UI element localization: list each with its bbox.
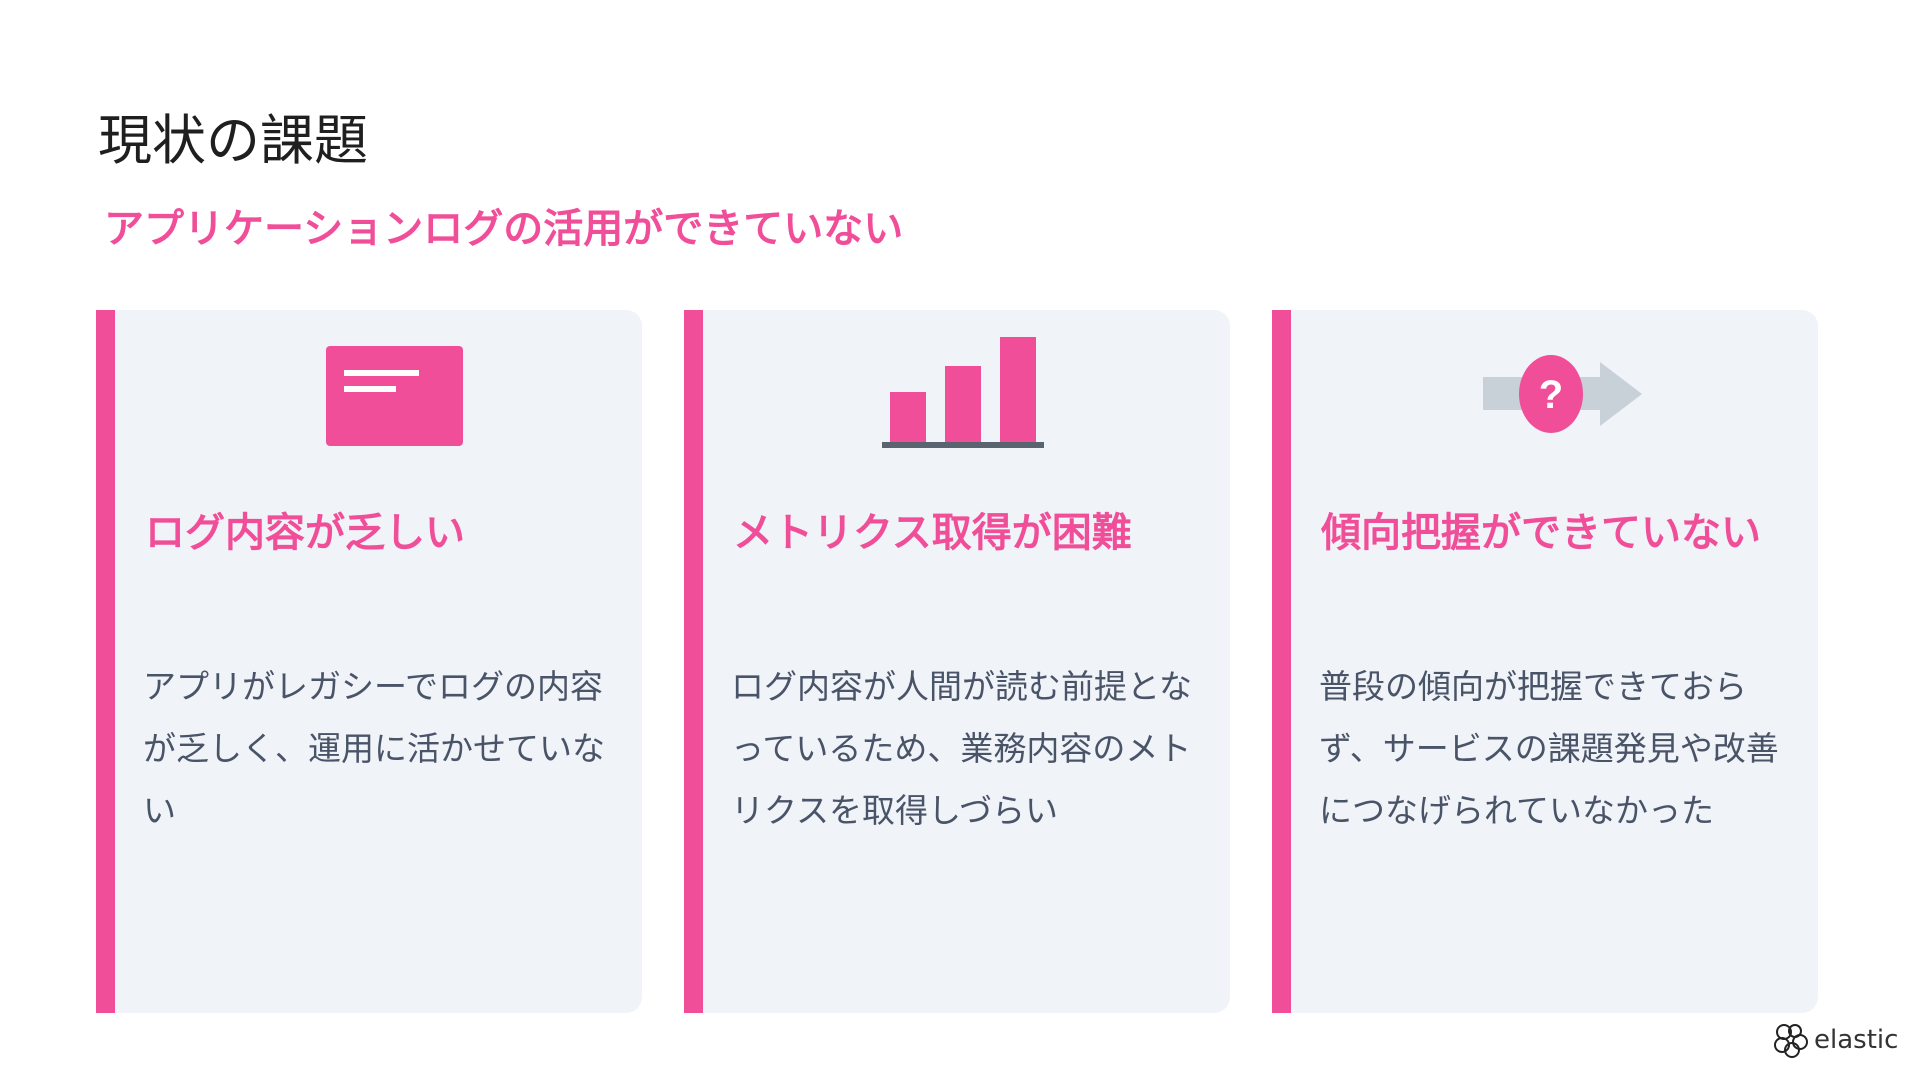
card-heading: 傾向把握ができていない — [1321, 510, 1761, 556]
page-title: 現状の課題 — [98, 109, 368, 172]
elastic-logo-icon — [1774, 1024, 1808, 1058]
card-metrics: メトリクス取得が困難 ログ内容が人間が読む前提となっているため、業務内容のメトリ… — [684, 310, 1230, 1013]
card-heading: ログ内容が乏しい — [145, 510, 465, 556]
document-icon — [326, 346, 463, 446]
card-body: ログ内容が人間が読む前提となっているため、業務内容のメトリクスを取得しづらい — [731, 667, 1193, 830]
elastic-logo: elastic — [1770, 1020, 1898, 1060]
card-body: 普段の傾向が把握できておらず、サービスの課題発見や改善につなげられていなかった — [1319, 667, 1779, 830]
page-subtitle: アプリケーションログの活用ができていない — [104, 206, 904, 252]
card-body: アプリがレガシーでログの内容が乏しく、運用に活かせていない — [143, 667, 605, 830]
card-trend: ? 傾向把握ができていない 普段の傾向が把握できておらず、サービスの課題発見や改… — [1272, 310, 1818, 1013]
logo-text: elastic — [1814, 1025, 1899, 1055]
card-log-content: ログ内容が乏しい アプリがレガシーでログの内容が乏しく、運用に活かせていない — [96, 310, 642, 1013]
card-heading: メトリクス取得が困難 — [733, 510, 1132, 556]
bar-chart-icon — [882, 337, 1044, 448]
svg-text:?: ? — [1539, 373, 1563, 417]
question-arrow-icon: ? — [1483, 355, 1642, 433]
